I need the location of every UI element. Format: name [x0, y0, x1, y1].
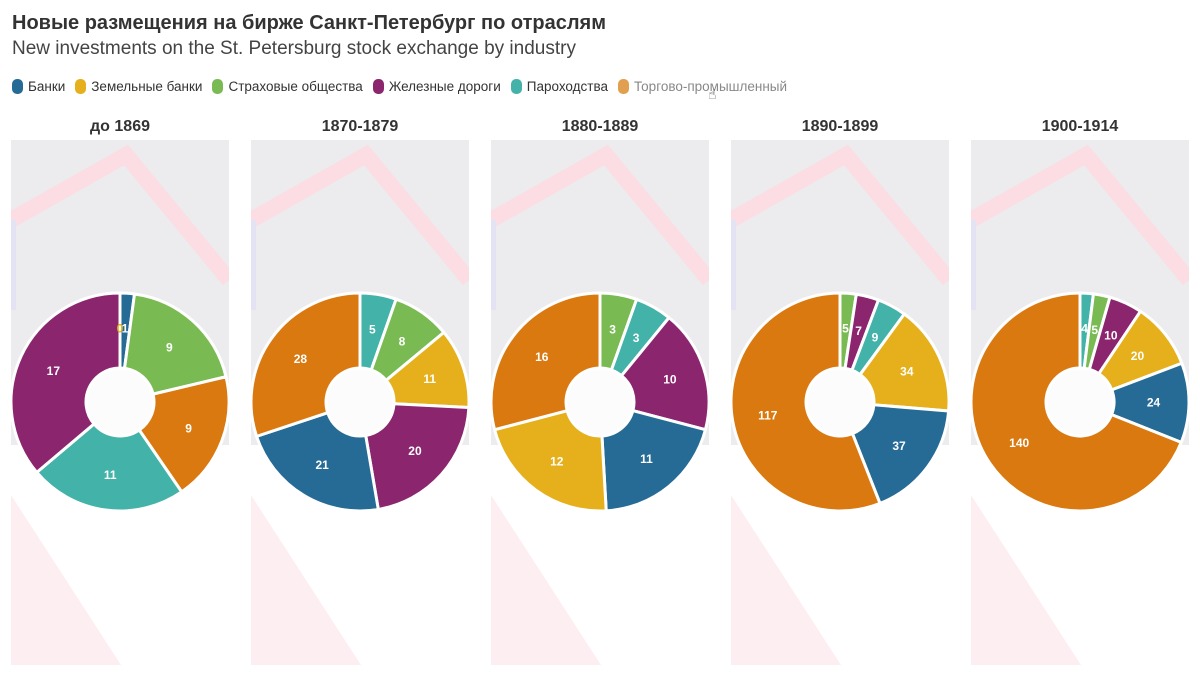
slice-shipping[interactable] — [35, 422, 184, 513]
legend-item-insurance[interactable]: Страховые общества — [212, 79, 363, 94]
legend-label-banks: Банки — [28, 79, 66, 94]
slice-banks[interactable] — [255, 411, 380, 513]
legend-label-land-banks: Земельные банки — [91, 79, 203, 94]
slice-railways[interactable] — [364, 402, 471, 511]
slice-label-railways: 17 — [47, 364, 61, 378]
donut-chart-1: 1 9 9 11 17 0 — [9, 291, 231, 513]
panel-3: 1880-1889 3 3 10 11 12 16 — [489, 115, 711, 665]
slice-industrial[interactable] — [137, 375, 231, 494]
legend-swatch-railways — [372, 79, 384, 94]
legend-swatch-industrial — [617, 79, 629, 94]
slice-label-shipping: 3 — [633, 331, 640, 345]
slice-label-land_banks: 20 — [1131, 349, 1145, 363]
chart-subtitle: New investments on the St. Petersburg st… — [12, 38, 576, 59]
legend-swatch-insurance — [212, 79, 224, 94]
legend-label-shipping: Пароходства — [526, 79, 608, 94]
panel-5: 1900-1914 4 5 10 20 24 140 — [969, 115, 1191, 665]
slice-banks[interactable] — [600, 409, 707, 513]
slice-label-land_banks: 12 — [550, 454, 564, 468]
legend-swatch-land-banks — [75, 79, 87, 94]
panel-4: 1890-1899 5 7 9 34 37 117 — [729, 115, 951, 665]
chart-title: Новые размещения на бирже Санкт-Петербур… — [12, 12, 606, 34]
slice-label-industrial: 140 — [1009, 436, 1029, 450]
donut-chart-3: 3 3 10 11 12 16 — [489, 291, 711, 513]
panel-1: до 1869 1 9 9 11 17 0 — [9, 115, 231, 665]
donut-hole — [807, 369, 873, 435]
slice-label-land_banks: 0 — [117, 322, 124, 336]
donut-hole — [567, 369, 633, 435]
legend-item-land-banks[interactable]: Земельные банки — [75, 79, 202, 94]
slice-label-industrial: 117 — [758, 409, 778, 423]
slice-railways[interactable] — [9, 291, 122, 474]
legend-item-shipping[interactable]: Пароходства — [510, 79, 608, 94]
slice-industrial[interactable] — [489, 291, 602, 432]
slice-label-shipping: 4 — [1081, 322, 1088, 336]
slice-label-industrial: 28 — [294, 352, 308, 366]
slice-label-insurance: 9 — [166, 340, 173, 354]
donut-hole — [327, 369, 393, 435]
slice-land_banks[interactable] — [493, 409, 608, 513]
slice-label-shipping: 11 — [104, 468, 117, 482]
legend-label-industrial: Торгово-промышленный — [633, 79, 788, 94]
slice-label-banks: 37 — [892, 439, 906, 453]
legend: Банки Земельные банки Страховые общества… — [12, 79, 797, 94]
donut-chart-5: 4 5 10 20 24 140 — [969, 291, 1191, 513]
legend-label-insurance: Страховые общества — [228, 79, 363, 94]
slice-label-land_banks: 11 — [423, 372, 436, 386]
slice-label-banks: 1 — [122, 322, 129, 336]
legend-label-railways: Железные дороги — [388, 79, 501, 94]
donut-hole — [87, 369, 153, 435]
slice-label-railways: 7 — [855, 324, 862, 338]
slice-label-industrial: 9 — [185, 421, 192, 435]
slice-label-insurance: 3 — [609, 323, 616, 337]
slice-insurance[interactable] — [123, 292, 228, 396]
panel-2: 1870-1879 5 8 11 20 21 28 — [249, 115, 471, 665]
legend-swatch-shipping — [510, 79, 522, 94]
slice-label-banks: 21 — [316, 458, 330, 472]
legend-item-banks[interactable]: Банки — [12, 79, 65, 94]
legend-item-industrial[interactable]: Торгово-промышленный — [617, 79, 788, 94]
slice-banks[interactable] — [850, 403, 951, 505]
legend-item-railways[interactable]: Железные дороги — [372, 79, 501, 94]
donut-chart-4: 5 7 9 34 37 117 — [729, 291, 951, 513]
panel-title-1: до 1869 — [90, 118, 150, 135]
hand-cursor-icon: ☝ — [708, 86, 717, 102]
panel-title-5: 1900-1914 — [1041, 118, 1119, 135]
panel-title-2: 1870-1879 — [321, 118, 399, 135]
donut-hole — [1047, 369, 1113, 435]
slice-label-banks: 11 — [640, 452, 653, 466]
slice-label-insurance: 5 — [842, 322, 849, 336]
panel-title-3: 1880-1889 — [561, 118, 639, 135]
slice-industrial[interactable] — [969, 291, 1183, 513]
slice-label-insurance: 5 — [1091, 323, 1098, 337]
slice-industrial[interactable] — [249, 291, 362, 438]
slice-label-shipping: 5 — [369, 323, 376, 337]
slice-industrial[interactable] — [729, 291, 882, 513]
slice-label-industrial: 16 — [535, 350, 549, 364]
panel-title-4: 1890-1899 — [801, 118, 879, 135]
slice-label-insurance: 8 — [399, 335, 406, 349]
slice-label-banks: 24 — [1147, 396, 1161, 410]
donut-chart-2: 5 8 11 20 21 28 — [249, 291, 471, 513]
slice-label-railways: 20 — [408, 444, 422, 458]
slice-label-railways: 10 — [1104, 328, 1118, 342]
slice-land_banks[interactable] — [858, 312, 951, 413]
legend-swatch-banks — [12, 79, 23, 94]
slice-label-land_banks: 34 — [900, 364, 914, 378]
slice-railways[interactable] — [620, 316, 711, 432]
slice-label-railways: 10 — [663, 372, 677, 386]
slice-label-shipping: 9 — [872, 330, 879, 344]
